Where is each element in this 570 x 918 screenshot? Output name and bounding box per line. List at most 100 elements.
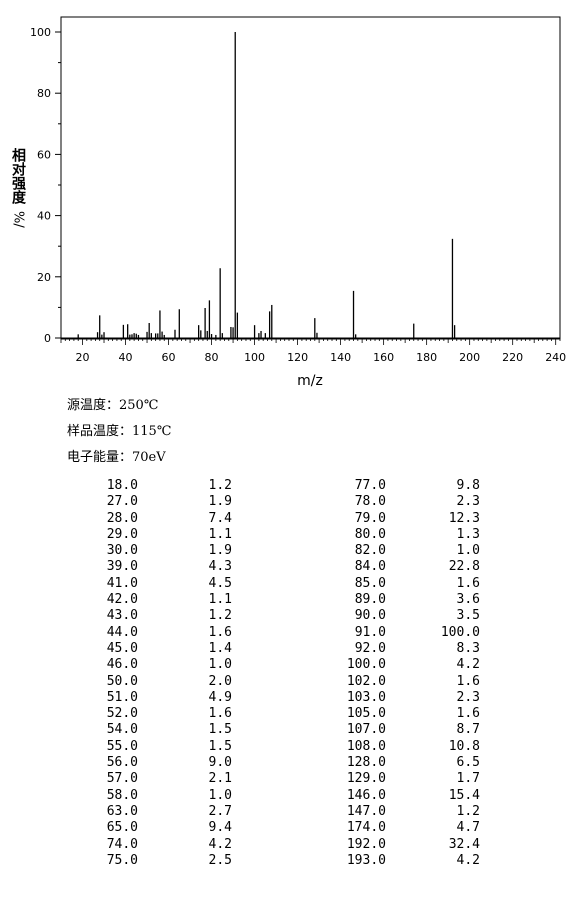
peak-table-row: 55.0 1.5 108.0 10.8: [0, 739, 570, 755]
intensity-value: 10.8: [448, 738, 480, 754]
y-axis-ticks: 0 20 40 60 80 100: [30, 26, 61, 345]
mz-value: 39.0: [106, 559, 138, 575]
y-tick-label: 20: [37, 271, 51, 284]
intensity-value: 1.6: [456, 673, 480, 689]
peak-table-row: 42.0 1.1 89.0 3.6: [0, 592, 570, 608]
intensity-value: 3.5: [456, 608, 480, 624]
mz-value: 79.0: [354, 510, 386, 526]
x-tick-label: 200: [459, 351, 480, 364]
x-tick-label: 60: [162, 351, 176, 364]
mz-value: 44.0: [106, 624, 138, 640]
intensity-value: 8.7: [456, 722, 480, 738]
x-tick-label: 140: [330, 351, 351, 364]
y-axis-title-unit: %/: [11, 211, 26, 228]
peak-table-row: 18.0 1.2 77.0 9.8: [0, 478, 570, 494]
x-axis-title: m/z: [297, 373, 323, 389]
mz-value: 82.0: [354, 543, 386, 559]
y-axis-title: 相对强度 %/: [10, 147, 26, 228]
intensity-value: 4.5: [208, 575, 232, 591]
mz-value: 43.0: [106, 608, 138, 624]
peak-table-row: 57.0 2.1 129.0 1.7: [0, 771, 570, 787]
peak-table-row: 41.0 4.5 85.0 1.6: [0, 576, 570, 592]
intensity-value: 4.7: [456, 820, 480, 836]
peak-table-row: 74.0 4.2 192.0 32.4: [0, 837, 570, 853]
mz-value: 55.0: [106, 738, 138, 754]
mz-value: 103.0: [346, 689, 386, 705]
peak-table-row: 39.0 4.3 84.0 22.8: [0, 559, 570, 575]
y-tick-label: 60: [37, 148, 51, 161]
mz-value: 89.0: [354, 592, 386, 608]
peak-table-row: 63.0 2.7 147.0 1.2: [0, 804, 570, 820]
intensity-value: 1.5: [208, 722, 232, 738]
intensity-value: 1.0: [208, 787, 232, 803]
mz-value: 78.0: [354, 494, 386, 510]
mz-value: 77.0: [354, 478, 386, 493]
peak-table-row: 30.0 1.9 82.0 1.0: [0, 543, 570, 559]
peak-table-row: 27.0 1.9 78.0 2.3: [0, 494, 570, 510]
intensity-value: 4.9: [208, 689, 232, 705]
mz-value: 105.0: [346, 706, 386, 722]
peak-table-row: 43.0 1.2 90.0 3.5: [0, 608, 570, 624]
x-tick-label: 180: [416, 351, 437, 364]
x-tick-label: 160: [373, 351, 394, 364]
mz-value: 41.0: [106, 575, 138, 591]
intensity-value: 6.5: [456, 755, 480, 771]
x-tick-label: 120: [287, 351, 308, 364]
intensity-value: 1.2: [208, 478, 232, 493]
x-axis-ticks: 20 40 60 80 100 120 140 160 180 200 220 240: [60, 337, 566, 364]
peak-table-row: 54.0 1.5 107.0 8.7: [0, 722, 570, 738]
y-axis-title-main: 相对强度: [10, 147, 26, 205]
mz-value: 50.0: [106, 673, 138, 689]
x-tick-label: 80: [205, 351, 219, 364]
mz-value: 65.0: [106, 820, 138, 836]
intensity-value: 2.0: [208, 673, 232, 689]
y-tick-label: 0: [44, 332, 51, 345]
intensity-value: 1.6: [456, 575, 480, 591]
intensity-value: 15.4: [448, 787, 480, 803]
intensity-value: 1.1: [208, 526, 232, 542]
plot-frame: [60, 16, 561, 340]
intensity-value: 1.6: [208, 624, 232, 640]
mz-value: 80.0: [354, 526, 386, 542]
intensity-value: 1.2: [208, 608, 232, 624]
mz-value: 91.0: [354, 624, 386, 640]
peak-table-row: 65.0 9.4 174.0 4.7: [0, 820, 570, 836]
intensity-value: 9.0: [208, 755, 232, 771]
intensity-value: 2.1: [208, 771, 232, 787]
intensity-value: 4.3: [208, 559, 232, 575]
mz-value: 28.0: [106, 510, 138, 526]
mz-value: 30.0: [106, 543, 138, 559]
condition-value: 115℃: [132, 424, 172, 439]
mz-value: 29.0: [106, 526, 138, 542]
peak-table-row: 44.0 1.6 91.0 100.0: [0, 625, 570, 641]
intensity-value: 1.4: [208, 640, 232, 656]
intensity-value: 1.5: [208, 738, 232, 754]
mz-value: 146.0: [346, 787, 386, 803]
mz-value: 147.0: [346, 803, 386, 819]
intensity-value: 1.0: [208, 657, 232, 673]
mz-value: 46.0: [106, 657, 138, 673]
intensity-value: 1.1: [208, 592, 232, 608]
mz-value: 192.0: [346, 836, 386, 852]
condition-sample-temp: 样品温度：115℃: [67, 420, 171, 439]
intensity-value: 9.8: [456, 478, 480, 493]
condition-label: 源温度：: [67, 398, 120, 413]
intensity-value: 32.4: [448, 836, 480, 852]
peak-table-row: 56.0 9.0 128.0 6.5: [0, 755, 570, 771]
mz-value: 63.0: [106, 803, 138, 819]
peak-table-row: 58.0 1.0 146.0 15.4: [0, 788, 570, 804]
mz-value: 52.0: [106, 706, 138, 722]
peak-table-row: 29.0 1.1 80.0 1.3: [0, 527, 570, 543]
peak-table-row: 50.0 2.0 102.0 1.6: [0, 674, 570, 690]
peak-table-row: 75.0 2.5 193.0 4.2: [0, 853, 570, 869]
intensity-value: 1.6: [208, 706, 232, 722]
condition-electron-energy: 电子能量：70eV: [67, 446, 166, 465]
intensity-value: 3.6: [456, 592, 480, 608]
peak-table-row: 46.0 1.0 100.0 4.2: [0, 657, 570, 673]
mz-value: 42.0: [106, 592, 138, 608]
intensity-value: 2.3: [456, 494, 480, 510]
mz-value: 84.0: [354, 559, 386, 575]
mz-value: 85.0: [354, 575, 386, 591]
x-tick-label: 220: [502, 351, 523, 364]
